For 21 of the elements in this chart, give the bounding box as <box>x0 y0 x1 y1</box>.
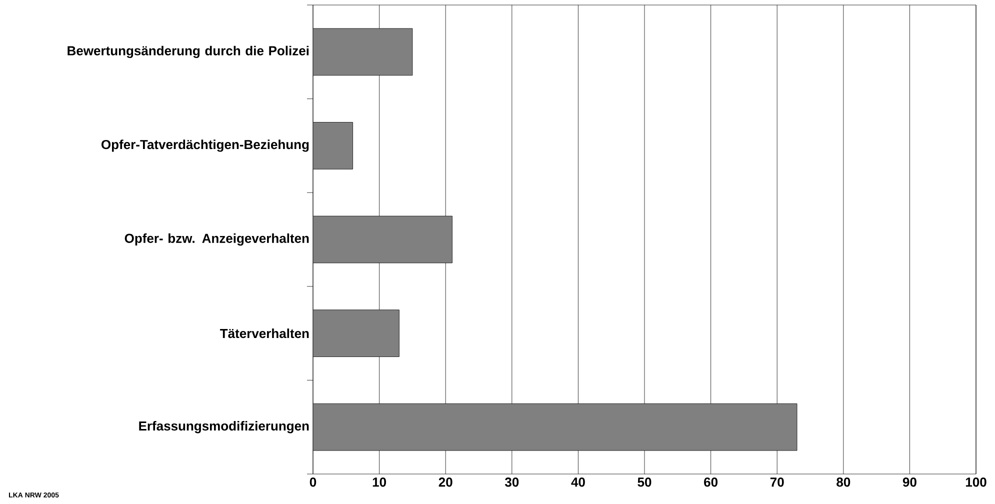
y-tick-label: Erfassungsmodifizierungen <box>139 421 309 434</box>
y-tick-label: Täterverhalten <box>220 328 309 338</box>
x-tick-label: 10 <box>372 478 386 487</box>
bar <box>313 403 798 451</box>
bar <box>313 310 400 357</box>
x-tick-label: 80 <box>836 478 850 487</box>
x-tick-label: 60 <box>704 478 718 487</box>
x-tick-label: 70 <box>770 478 784 487</box>
bar <box>313 28 413 76</box>
y-tick-label: Opfer- bzw. Anzeigeverhalten <box>124 233 309 246</box>
y-tick-label: Opfer-Tatverdächtigen-Beziehung <box>102 140 309 152</box>
x-tick-label: 100 <box>966 478 986 487</box>
x-tick-label: 30 <box>504 478 519 487</box>
y-tick-label: Bewertungsänderung durch die Polizei <box>68 46 309 58</box>
bar <box>313 122 353 170</box>
x-tick-label: 50 <box>638 478 652 487</box>
x-tick-label: 0 <box>310 478 316 487</box>
bar <box>313 216 452 264</box>
x-tick-label: 90 <box>902 478 916 487</box>
x-tick-label: 20 <box>438 478 452 487</box>
x-tick-label: 40 <box>571 478 585 487</box>
